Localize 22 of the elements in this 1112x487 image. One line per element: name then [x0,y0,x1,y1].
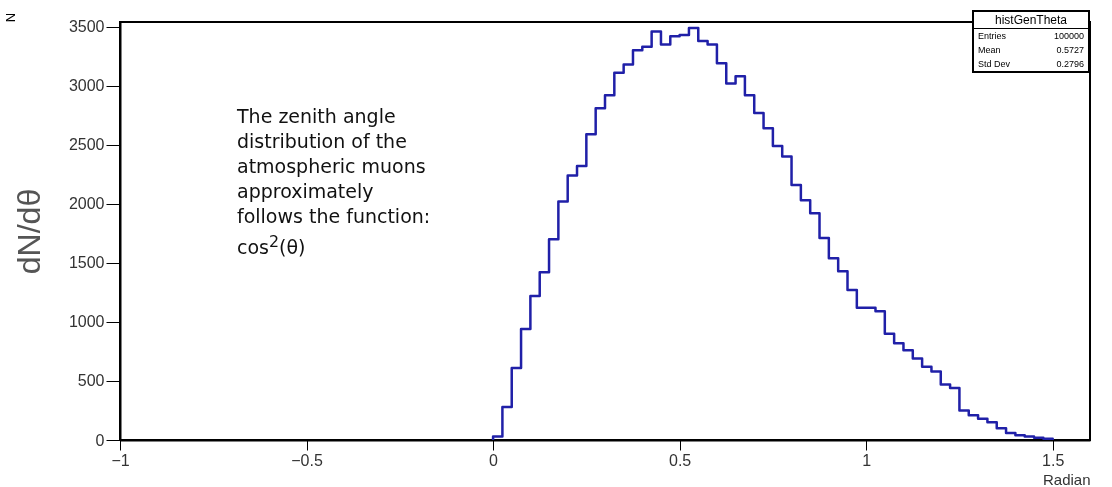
y-tick-label: 3000 [68,77,105,95]
x-tick-label: 0.5 [668,451,692,469]
x-tick-label: 1.5 [1042,451,1065,469]
x-tick-label: −1 [111,451,130,469]
x-tick-label: −0.5 [291,451,323,469]
x-axis-title: Radian [1042,470,1091,487]
text: Mean 0.5727 [978,45,1084,55]
annotation: histGenTheta [974,12,1088,29]
text: Entries 100000 [978,31,1084,41]
x-tick-label: 1 [862,451,872,469]
y-tick-label: 2500 [68,136,105,154]
y-tick-label: 1500 [68,254,105,272]
y-tick-label: 3500 [68,18,105,36]
text: N [3,12,19,23]
y-tick-label: 2000 [68,195,105,213]
text: Std Dev 0.2796 [978,59,1084,69]
y-tick-label: 500 [77,372,105,390]
y-tick-label: 0 [95,431,105,449]
x-tick-label: 0 [489,451,499,469]
y-axis-title: dN/dθ [10,188,47,275]
y-tick-label: 1000 [68,313,105,331]
annotation: The zenith angle distribution of the atmospheric muons approximately follows the function: cos$^{2}$(θ) [237,104,432,261]
